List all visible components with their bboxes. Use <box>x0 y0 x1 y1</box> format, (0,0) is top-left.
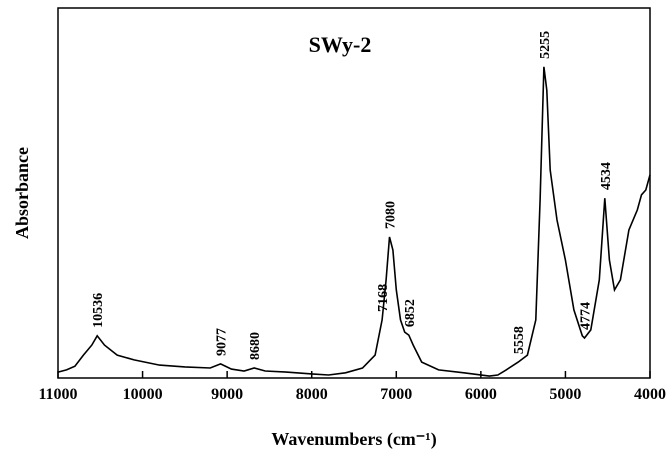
x-tick-label: 9000 <box>211 386 243 403</box>
chart-title: SWy-2 <box>309 32 372 57</box>
x-tick-label: 10000 <box>123 386 163 403</box>
y-axis-label: Absorbance <box>12 147 32 239</box>
peak-label: 7080 <box>384 201 399 229</box>
x-tick-label: 5000 <box>549 386 581 403</box>
x-axis-label: Wavenumbers (cm⁻¹) <box>271 429 436 450</box>
peak-label: 8680 <box>248 332 263 360</box>
x-tick-label: 7000 <box>380 386 412 403</box>
x-tick-label: 11000 <box>38 386 77 403</box>
plot-frame <box>57 7 651 379</box>
peak-label: 4774 <box>579 302 594 330</box>
peak-label: 5558 <box>512 326 527 354</box>
peak-label: 9077 <box>215 328 230 356</box>
peak-label: 5255 <box>538 31 553 59</box>
peak-label: 10536 <box>91 293 106 328</box>
peak-label: 4534 <box>599 162 614 190</box>
peak-label: 7168 <box>376 284 391 312</box>
x-tick-label: 4000 <box>634 386 666 403</box>
peak-label: 6852 <box>403 299 418 327</box>
spectrum-line <box>57 66 651 377</box>
x-tick-label: 6000 <box>465 386 497 403</box>
x-tick-label: 8000 <box>296 386 328 403</box>
